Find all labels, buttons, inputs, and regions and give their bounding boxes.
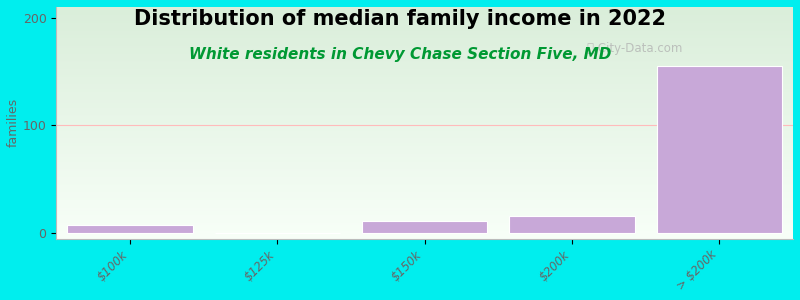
- Bar: [362, 221, 487, 233]
- Text: Distribution of median family income in 2022: Distribution of median family income in …: [134, 9, 666, 29]
- Bar: [67, 224, 193, 233]
- Text: White residents in Chevy Chase Section Five, MD: White residents in Chevy Chase Section F…: [189, 46, 611, 62]
- Text: ⛹ City-Data.com: ⛹ City-Data.com: [586, 42, 682, 55]
- Bar: [510, 216, 634, 233]
- Bar: [657, 66, 782, 233]
- Y-axis label: families: families: [7, 98, 20, 147]
